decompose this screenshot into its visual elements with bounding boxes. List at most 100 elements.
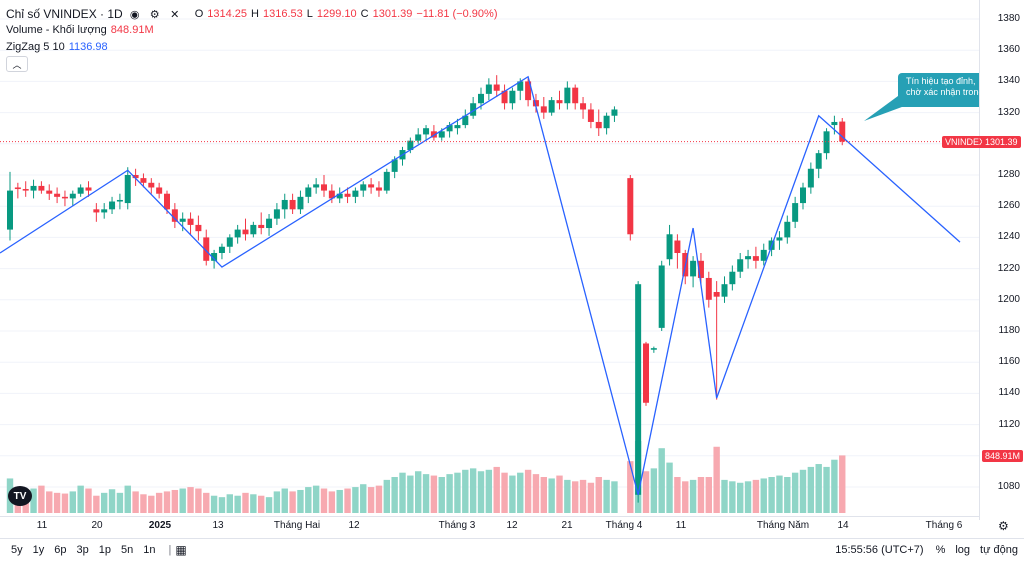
volume-bar bbox=[768, 477, 775, 513]
auto-scale-toggle[interactable]: tự động bbox=[980, 544, 1018, 556]
volume-bar bbox=[375, 485, 383, 513]
open-label: O bbox=[194, 8, 204, 20]
volume-bar bbox=[627, 461, 634, 513]
candle-body bbox=[446, 125, 453, 132]
volume-bar bbox=[603, 479, 610, 513]
range-button-5y[interactable]: 5y bbox=[11, 544, 23, 556]
settings-icon[interactable]: ⚙ bbox=[149, 8, 160, 21]
range-buttons: 5y 1y 6p 3p 1p 5n 1n bbox=[6, 544, 161, 556]
range-button-1y[interactable]: 1y bbox=[32, 544, 45, 556]
candle-body bbox=[430, 131, 437, 138]
volume-bar bbox=[477, 471, 485, 513]
candle-body bbox=[784, 221, 791, 238]
range-button-6p[interactable]: 6p bbox=[54, 544, 67, 556]
price-tick-label: 1280 bbox=[997, 169, 1020, 180]
volume-bar bbox=[336, 489, 343, 513]
symbol-title[interactable]: Chỉ số VNINDEX · 1D bbox=[6, 7, 123, 21]
volume-bar bbox=[93, 495, 100, 513]
candle-body bbox=[674, 240, 681, 253]
volume-bar bbox=[485, 469, 493, 513]
volume-bar bbox=[116, 492, 124, 513]
candle-body bbox=[776, 237, 783, 241]
eye-icon[interactable]: ◉ bbox=[129, 8, 140, 21]
open-value: 1314.25 bbox=[207, 8, 248, 20]
volume-bar bbox=[532, 474, 540, 513]
gear-icon[interactable]: ⚙ bbox=[998, 519, 1009, 533]
price-tick-label: 1180 bbox=[998, 325, 1020, 336]
volume-bar bbox=[171, 489, 179, 513]
volume-bar bbox=[462, 469, 469, 513]
volume-bar bbox=[501, 472, 508, 513]
volume-indicator-name[interactable]: Volume - Khối lượng bbox=[6, 24, 107, 36]
range-button-1n[interactable]: 1n bbox=[143, 544, 156, 556]
candle-body bbox=[242, 229, 249, 235]
volume-bar bbox=[666, 462, 673, 513]
callout-line-2: chờ xác nhận trong bbox=[906, 87, 980, 97]
range-button-5n[interactable]: 5n bbox=[121, 544, 134, 556]
candle-body bbox=[666, 234, 673, 260]
price-axis[interactable] bbox=[979, 0, 1024, 520]
candle-body bbox=[187, 218, 194, 225]
volume-bar bbox=[697, 477, 705, 513]
candle-body bbox=[470, 103, 477, 116]
volume-bar bbox=[30, 488, 37, 513]
clock-time[interactable]: 15:55:56 (UTC+7) bbox=[835, 544, 924, 556]
log-toggle[interactable]: log bbox=[955, 544, 971, 556]
volume-bar bbox=[658, 448, 665, 513]
candle-body bbox=[391, 159, 398, 172]
volume-bar bbox=[493, 466, 500, 513]
candle-body bbox=[760, 249, 767, 261]
time-tick-label: Tháng Năm bbox=[756, 520, 810, 531]
collapse-legend-button[interactable]: ︿ bbox=[6, 56, 28, 72]
close-icon[interactable]: ✕ bbox=[170, 8, 180, 21]
tradingview-logo-icon[interactable]: TV bbox=[8, 486, 32, 506]
candle-body bbox=[375, 187, 382, 191]
annotation-callout[interactable]: Tín hiệu tạo đỉnh, chờ xác nhận trong bbox=[898, 73, 980, 107]
candle-body bbox=[156, 187, 163, 194]
candle-body bbox=[800, 187, 806, 204]
volume-bar bbox=[823, 466, 830, 513]
candle-body bbox=[485, 84, 492, 94]
candle-body bbox=[289, 199, 296, 210]
candle-body bbox=[218, 246, 225, 253]
time-tick-label: 12 bbox=[506, 520, 518, 531]
volume-badge: 848.91M bbox=[982, 450, 1024, 462]
badge-price: 1301.39 bbox=[985, 137, 1018, 147]
volume-bar bbox=[572, 481, 579, 513]
volume-bar bbox=[273, 491, 281, 513]
calendar-range-icon[interactable]: ▦ bbox=[175, 543, 187, 557]
zigzag-indicator-name[interactable]: ZigZag 5 10 bbox=[6, 41, 65, 53]
volume-bar bbox=[46, 491, 53, 513]
bottom-toolbar: 5y 1y 6p 3p 1p 5n 1n | ▦ 15:55:56 (UTC+7) % lo… bbox=[0, 538, 1024, 561]
volume-bar bbox=[682, 481, 689, 513]
time-axis[interactable] bbox=[0, 516, 980, 537]
time-tick-label: 2025 bbox=[148, 520, 172, 531]
legend-volume-row[interactable]: Volume - Khối lượng 848.91M bbox=[6, 24, 154, 36]
volume-bar bbox=[744, 481, 752, 513]
range-button-3p[interactable]: 3p bbox=[76, 544, 89, 556]
volume-bar bbox=[415, 471, 422, 513]
time-tick-label: Tháng Hai bbox=[273, 520, 321, 531]
volume-bar bbox=[721, 479, 728, 513]
volume-bar bbox=[101, 492, 108, 513]
volume-bar bbox=[564, 479, 571, 513]
legend-zigzag-row[interactable]: ZigZag 5 10 1136.98 bbox=[6, 41, 108, 53]
time-tick-label: 14 bbox=[837, 520, 849, 531]
candle-body bbox=[540, 106, 547, 113]
volume-bar bbox=[831, 459, 838, 513]
volume-indicator-value: 848.91M bbox=[110, 24, 154, 36]
candle-body bbox=[792, 203, 799, 222]
volume-bar bbox=[737, 482, 744, 513]
price-tick-label: 1240 bbox=[997, 231, 1020, 243]
volume-bar bbox=[422, 474, 430, 513]
candle-body bbox=[752, 256, 759, 261]
percent-toggle[interactable]: % bbox=[935, 544, 946, 556]
volume-bar bbox=[430, 475, 438, 513]
candle-body bbox=[454, 125, 461, 129]
volume-bar bbox=[312, 485, 320, 513]
range-button-1p[interactable]: 1p bbox=[98, 544, 111, 556]
volume-bar bbox=[446, 474, 453, 513]
volume-bar bbox=[367, 487, 375, 513]
price-tick-label: 1200 bbox=[997, 293, 1020, 305]
